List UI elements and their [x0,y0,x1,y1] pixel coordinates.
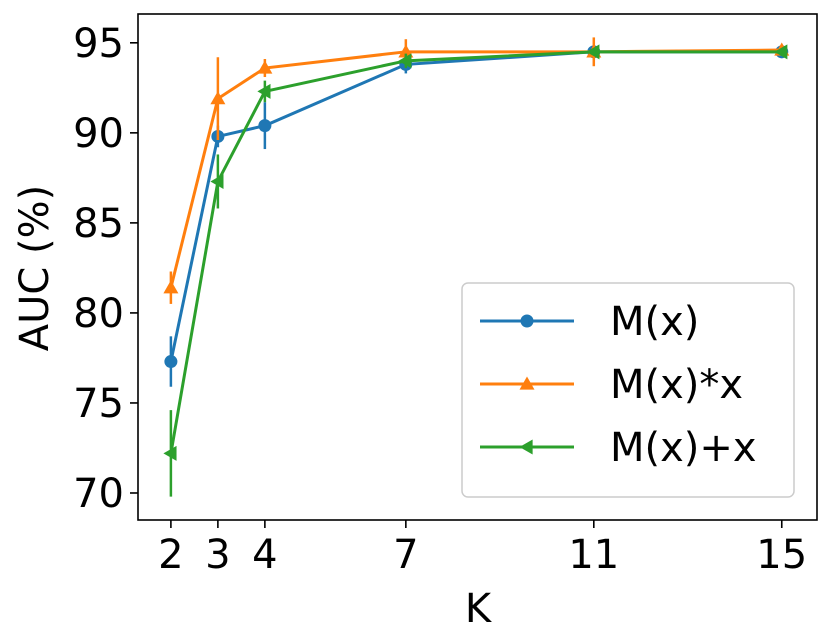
x-tick-label: 15 [756,532,807,578]
data-point [163,445,177,461]
x-tick-label: 2 [158,532,183,578]
data-point [257,83,271,99]
data-point [586,44,600,60]
data-point [163,280,179,294]
legend-marker [519,439,533,455]
axes: 2 3 4 7 11 15 70 75 80 85 90 95 [73,13,818,578]
data-point [774,44,788,60]
series-line [169,48,782,289]
x-tick-label: 11 [568,532,619,578]
plot-area [163,37,790,497]
data-point [398,53,412,69]
axes-frame [137,13,818,521]
legend-marker [519,376,535,390]
x-tick-label: 4 [252,532,277,578]
data-point [257,60,273,74]
legend-box [461,282,795,498]
data-point [398,44,414,58]
x-tick-label: 3 [205,532,230,578]
x-tick-label: 7 [393,532,418,578]
y-tick-label: 80 [73,291,124,337]
legend-entry-1: M(x) [480,299,699,345]
legend-marker [520,314,534,328]
legend-entry-2: M(x)*x [480,362,743,408]
series-line [169,50,782,454]
legend-entry-3: M(x)+x [480,425,757,471]
y-tick-label: 95 [73,21,124,67]
legend-label: M(x)*x [610,362,743,408]
x-axis-label: K [465,586,493,632]
data-point [258,119,272,133]
y-tick-label: 75 [73,381,124,427]
series-3 [163,44,788,497]
legend: M(x) M(x)*x M(x)+x [461,282,795,498]
series-2 [163,37,790,304]
y-tick-label: 85 [73,201,124,247]
y-axis-label: AUC (%) [12,185,58,352]
data-point [210,91,226,105]
y-tick-label: 90 [73,111,124,157]
legend-label: M(x) [610,299,699,345]
legend-label: M(x)+x [610,425,757,471]
y-tick-label: 70 [73,471,124,517]
data-point [210,173,224,189]
data-point [164,355,178,369]
